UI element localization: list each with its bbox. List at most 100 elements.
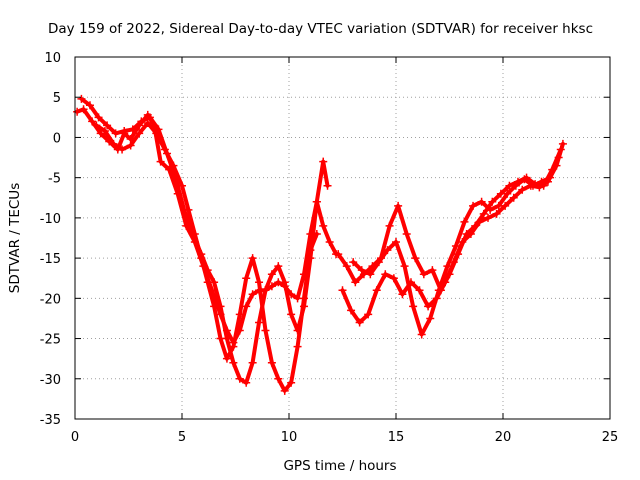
- data-point-marker: [248, 358, 257, 367]
- data-point-marker: [306, 246, 315, 255]
- y-tick-label: 0: [53, 131, 61, 146]
- x-axis-label: GPS time / hours: [283, 458, 396, 474]
- data-point-marker: [274, 374, 283, 383]
- y-axis-ticks: 10 5 0 -5 -10 -15 -20 -25 -30 -35: [40, 51, 610, 428]
- data-point-marker: [190, 229, 199, 238]
- data-point-marker: [394, 201, 403, 210]
- x-tick-label: 10: [281, 430, 298, 445]
- data-point-marker: [94, 113, 103, 122]
- x-axis-ticks: 0 5 10 15 20 25: [71, 57, 618, 445]
- data-point-marker: [154, 125, 163, 134]
- data-point-marker: [137, 117, 146, 126]
- data-point-marker: [460, 217, 469, 226]
- data-point-marker: [293, 342, 302, 351]
- data-point-marker: [518, 185, 527, 194]
- data-point-marker: [242, 302, 251, 311]
- data-point-marker: [143, 118, 152, 127]
- data-point-marker: [216, 334, 225, 343]
- data-point-marker: [364, 310, 373, 319]
- data-point-marker: [323, 181, 332, 190]
- data-point-marker: [486, 205, 495, 214]
- chart-title: Day 159 of 2022, Sidereal Day-to-day VTE…: [48, 21, 593, 37]
- x-tick-label: 0: [71, 430, 79, 445]
- data-point-marker: [503, 189, 512, 198]
- data-point-marker: [381, 270, 390, 279]
- data-point-marker: [469, 201, 478, 210]
- x-tick-label: 25: [602, 430, 619, 445]
- data-point-marker: [280, 278, 289, 287]
- grid-lines: [75, 57, 610, 419]
- series-trace: [340, 141, 565, 325]
- data-point-marker: [235, 310, 244, 319]
- data-point-marker: [255, 278, 264, 287]
- data-point-marker: [558, 139, 567, 148]
- data-point-marker: [537, 177, 546, 186]
- data-point-marker: [248, 254, 257, 263]
- series-5: [338, 139, 567, 327]
- data-point-marker: [319, 157, 328, 166]
- series-trace: [79, 96, 330, 385]
- data-point-marker: [417, 330, 426, 339]
- data-point-marker: [466, 229, 475, 238]
- data-point-marker: [184, 205, 193, 214]
- data-point-marker: [319, 221, 328, 230]
- data-point-marker: [342, 262, 351, 271]
- data-point-marker: [287, 378, 296, 387]
- data-point-marker: [409, 302, 418, 311]
- data-point-marker: [96, 129, 105, 138]
- y-axis-label: SDTVAR / TECUs: [7, 183, 23, 293]
- data-point-marker: [355, 318, 364, 327]
- data-point-marker: [203, 278, 212, 287]
- data-point-marker: [178, 181, 186, 190]
- data-point-marker: [443, 262, 452, 271]
- data-point-marker: [156, 157, 165, 166]
- data-point-marker: [248, 290, 257, 299]
- data-point-marker: [351, 278, 360, 287]
- data-point-marker: [426, 314, 435, 323]
- data-point-marker: [434, 286, 443, 295]
- data-point-marker: [287, 310, 296, 319]
- series-trace: [94, 121, 319, 393]
- y-tick-label: 5: [53, 91, 61, 106]
- data-point-marker: [312, 229, 321, 238]
- data-point-marker: [479, 209, 488, 218]
- data-point-marker: [79, 105, 88, 114]
- data-point-marker: [451, 242, 460, 251]
- data-point-marker: [458, 238, 467, 247]
- data-point-marker: [411, 254, 420, 263]
- data-point-marker: [73, 107, 82, 116]
- y-tick-label: -10: [40, 212, 61, 227]
- data-point-marker: [347, 306, 356, 315]
- data-point-marker: [325, 238, 334, 247]
- data-point-marker: [120, 127, 129, 136]
- data-point-marker: [222, 354, 231, 363]
- data-point-marker: [128, 125, 137, 134]
- data-point-marker: [242, 274, 251, 283]
- data-point-marker: [492, 209, 501, 218]
- plot-frame: [74, 56, 611, 420]
- y-tick-label: -30: [40, 373, 61, 388]
- data-point-marker: [312, 197, 321, 206]
- data-point-marker: [415, 286, 424, 295]
- data-point-marker: [145, 113, 154, 122]
- data-point-marker: [398, 290, 407, 299]
- data-point-marker: [484, 213, 493, 222]
- x-tick-label: 20: [495, 430, 512, 445]
- data-point-marker: [477, 197, 486, 206]
- data-series: [73, 94, 567, 395]
- data-point-marker: [494, 201, 503, 210]
- data-point-marker: [274, 262, 283, 271]
- data-point-marker: [152, 129, 161, 138]
- data-point-marker: [334, 250, 343, 259]
- x-tick-label: 15: [388, 430, 405, 445]
- data-point-marker: [100, 127, 109, 136]
- data-point-marker: [299, 294, 308, 303]
- data-point-marker: [554, 153, 563, 162]
- data-point-marker: [235, 374, 244, 383]
- data-point-marker: [92, 121, 101, 130]
- data-point-marker: [267, 270, 276, 279]
- data-point-marker: [261, 326, 270, 335]
- data-point-marker: [88, 117, 97, 126]
- data-point-marker: [366, 270, 375, 279]
